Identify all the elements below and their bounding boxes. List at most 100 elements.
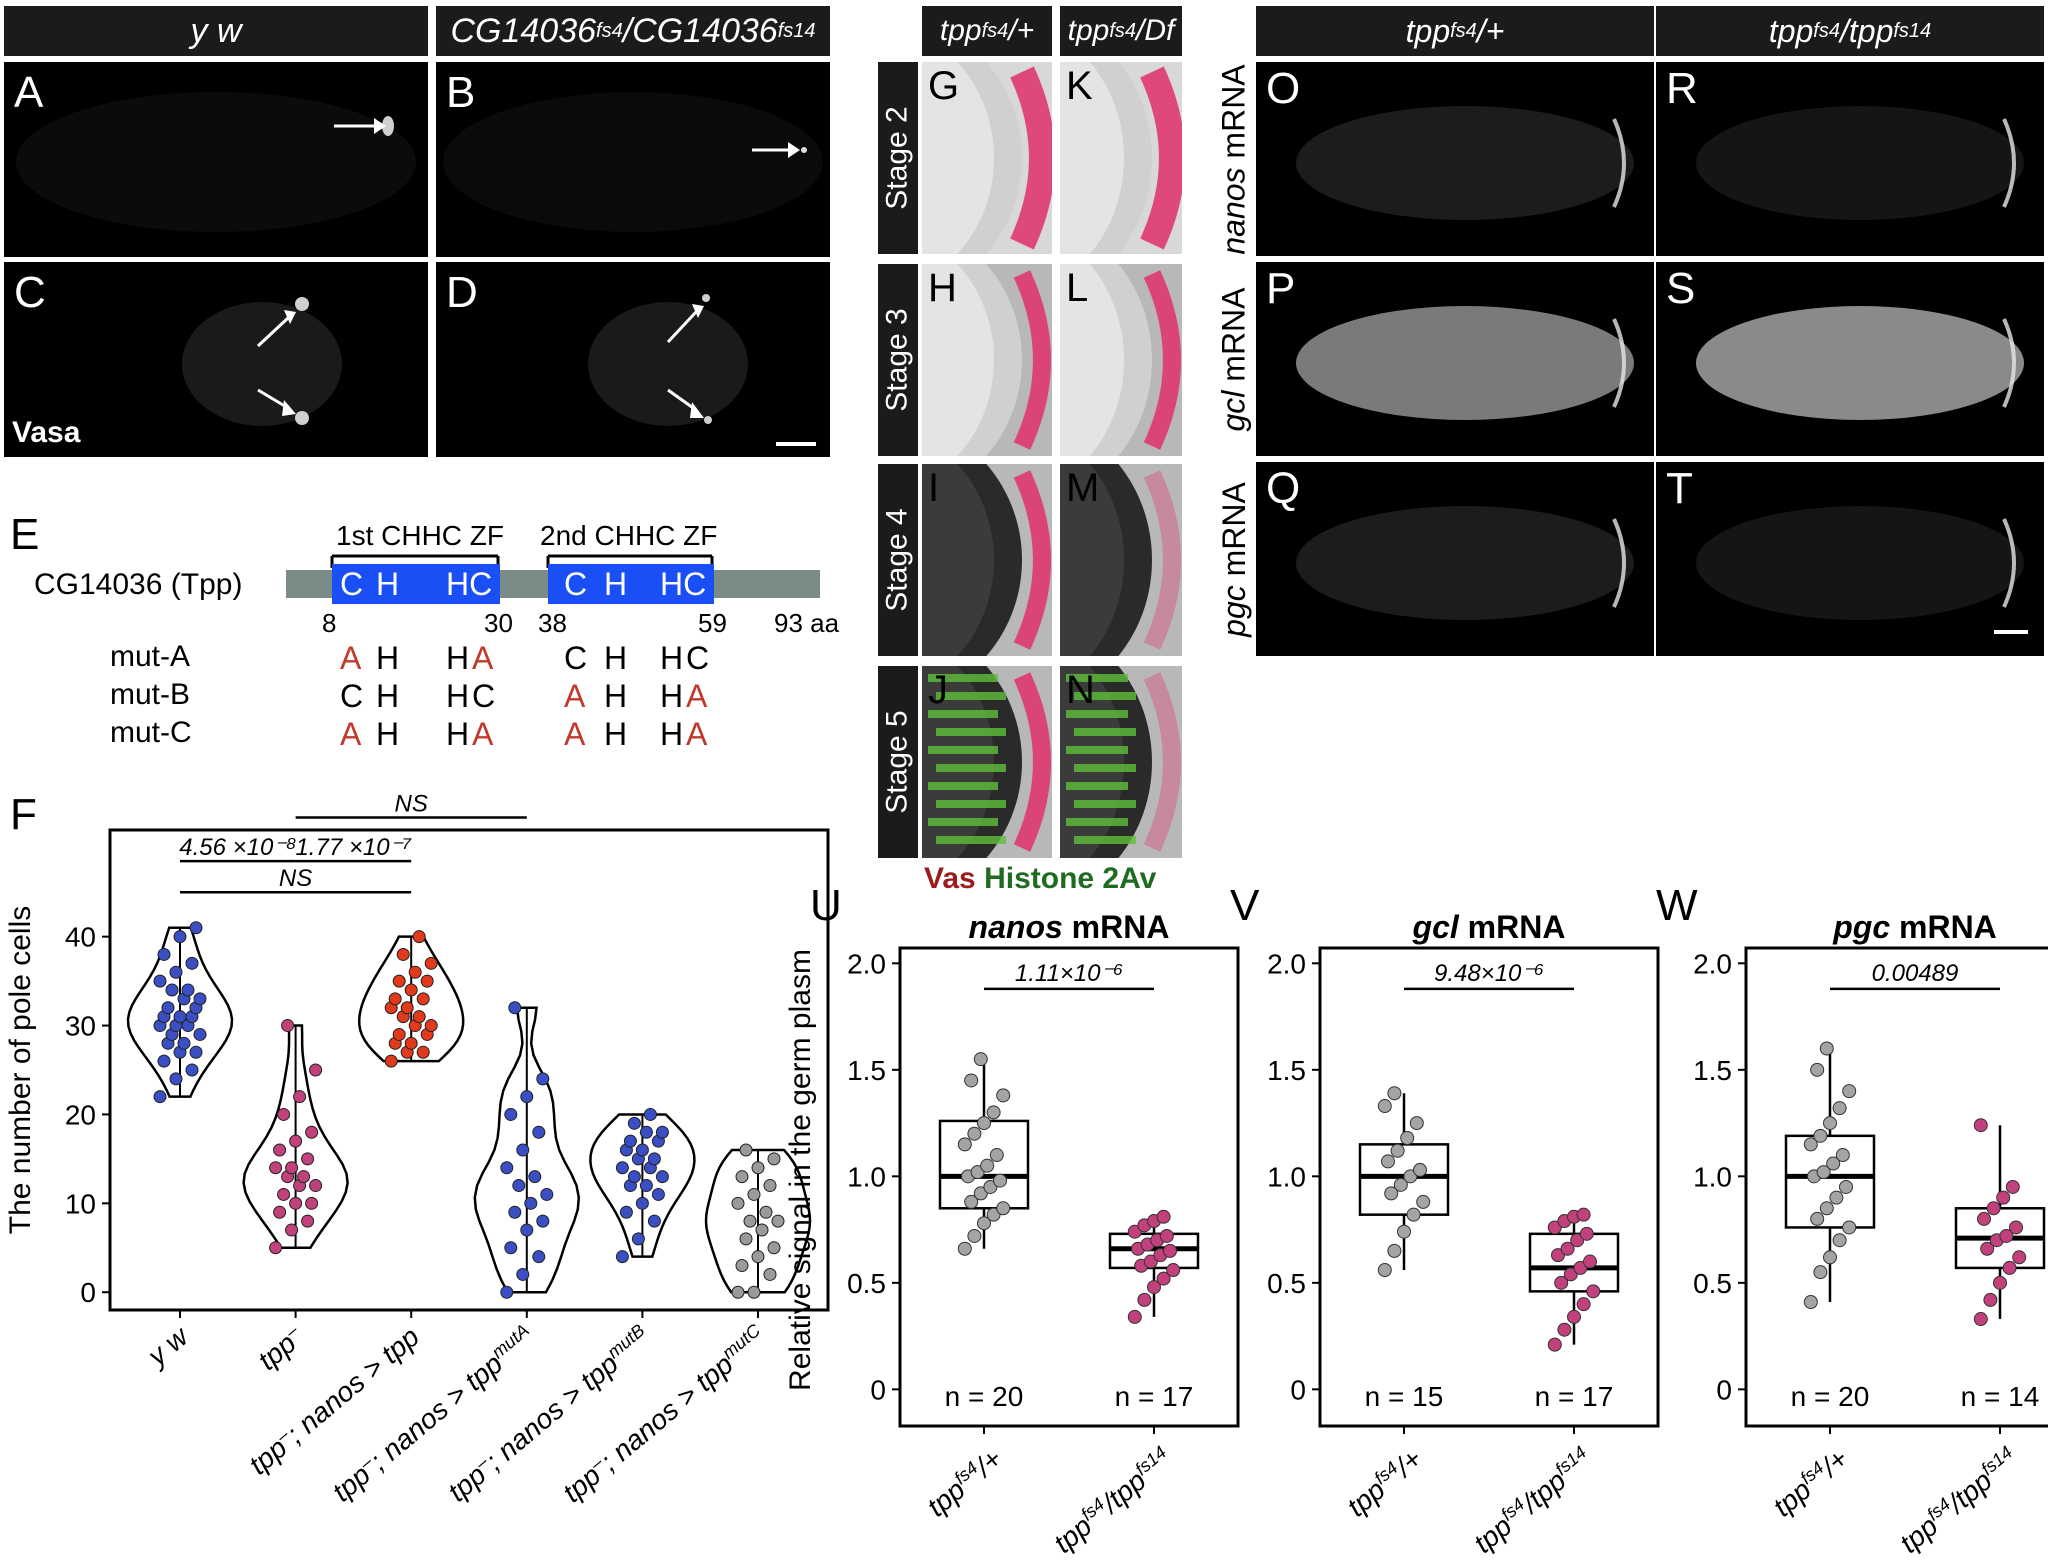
mutant-residue: A	[686, 716, 708, 752]
header-tpp-fs4-fs14: tpp fs4/tpp fs14	[1656, 6, 2044, 56]
embryo	[1296, 506, 1634, 620]
box-point	[1166, 1263, 1181, 1278]
box-point	[1996, 1190, 2011, 1205]
violin-point	[532, 1250, 546, 1264]
violin-chart: 0 10 20 30 40 The number of pole cells y w tpp–…	[4, 791, 830, 1508]
violin-point	[193, 1027, 207, 1041]
box-point	[1829, 1190, 1844, 1205]
violin-point	[416, 1045, 430, 1059]
box-point	[1576, 1297, 1591, 1312]
box-title-suffix: mRNA	[1063, 909, 1170, 945]
y-tick-label: 0	[1290, 1374, 1306, 1405]
violin-point	[767, 1241, 781, 1255]
box-point	[1143, 1254, 1158, 1269]
pos-8: 8	[322, 608, 337, 638]
box-point	[1397, 1224, 1411, 1239]
n-label: n = 15	[1365, 1381, 1444, 1412]
stage-label: Stage 5	[878, 666, 918, 858]
germ-plasm	[1010, 66, 1052, 250]
hdr-ot-l-sup: fs4	[1450, 19, 1477, 42]
violin-point	[512, 1179, 526, 1193]
d1-h: H	[376, 566, 400, 602]
histone-stripe	[1074, 836, 1136, 844]
violin-point	[169, 1072, 183, 1086]
zf2-label: 2nd CHHC ZF	[540, 520, 718, 551]
box-frame	[1318, 946, 1660, 1428]
mutant-residue: H	[604, 678, 628, 714]
germ-plasm	[1013, 270, 1051, 450]
mrna-suffix: mRNA	[1215, 481, 1252, 585]
box-point	[1803, 1137, 1818, 1152]
stage-panel-label: J	[928, 668, 948, 712]
box-point	[1563, 1267, 1578, 1282]
mrna-panel-image	[1296, 306, 1634, 420]
mrna-panel-image	[1296, 106, 1634, 220]
n-label: n = 20	[1791, 1381, 1870, 1412]
mutant-residue: H	[446, 640, 470, 676]
mrna-panel-label: R	[1666, 64, 1698, 113]
panel-letter: W	[1656, 881, 1698, 930]
violin-point	[763, 1267, 777, 1281]
y-tick-label: 1.5	[847, 1055, 886, 1086]
violin-point	[504, 1107, 518, 1121]
scale-bar-AD	[776, 442, 816, 446]
box-point	[1999, 1228, 2014, 1243]
violin-point	[520, 1223, 534, 1237]
box-point	[1403, 1169, 1418, 1184]
box-frame	[898, 946, 1240, 1428]
violin-point	[631, 1232, 645, 1246]
box-point	[1137, 1292, 1152, 1307]
box-point	[1803, 1295, 1818, 1310]
mrna-row-label-text: gcl mRNA	[1216, 287, 1253, 431]
box-point	[993, 1173, 1007, 1188]
mutant-name: mut-B	[110, 678, 191, 711]
x-tick-label: tpp–; nanos > tppmutA	[326, 1320, 541, 1508]
germ-plasm-signal	[2002, 118, 2016, 208]
d1-c: C	[340, 566, 364, 602]
violin-outline	[704, 1148, 812, 1294]
violin-point	[655, 1125, 669, 1139]
x-tick-label: tpp–; nanos > tppmutB	[441, 1320, 656, 1508]
mutant-residue: A	[686, 678, 708, 714]
stage-panel: G	[922, 62, 1052, 254]
pvalue-label: 1.11×10⁻⁶	[1015, 960, 1123, 987]
hdr-gn-r-main: tpp	[1067, 14, 1110, 47]
comparison-label: 1.77 ×10⁻⁷	[295, 834, 412, 861]
violin-point	[635, 1143, 649, 1157]
n-label: n = 20	[945, 1381, 1024, 1412]
x-tick-label: tppfs4/+	[1767, 1442, 1854, 1522]
violin-point	[739, 1143, 753, 1157]
embryo	[1696, 106, 2024, 220]
box-frame	[1744, 946, 2048, 1428]
pos-59: 59	[698, 608, 727, 638]
box-point	[1819, 1041, 1834, 1056]
violin-point	[532, 1125, 546, 1139]
x-tick-label: tppfs4/+	[921, 1442, 1008, 1522]
mrna-panel-image	[1696, 506, 2028, 634]
mutant-residue: A	[564, 678, 586, 714]
germ-plasm	[1140, 66, 1182, 250]
box-point	[1823, 1250, 1837, 1265]
violin-point	[173, 1010, 187, 1024]
stage-panel-image	[1060, 666, 1182, 858]
violin-point	[771, 1214, 785, 1228]
violin-point	[297, 1170, 311, 1184]
violin-point	[193, 992, 207, 1006]
violin-point	[731, 1196, 745, 1210]
box-point	[1547, 1220, 1562, 1235]
header-cg-sup1: fs4	[596, 19, 623, 42]
germ-plasm-signal	[1612, 318, 1626, 408]
box-point	[1570, 1233, 1585, 1248]
mutant-residue: A	[340, 716, 362, 752]
violin-point	[309, 1063, 323, 1077]
box-point	[1156, 1271, 1171, 1286]
mrna-panel-image	[1296, 506, 1634, 620]
header-tpp-fs4-plus-OT: tpp fs4/+	[1256, 6, 1654, 56]
violin-point	[751, 1161, 765, 1175]
histone-stripe	[936, 728, 1006, 736]
violin-point	[412, 1010, 426, 1024]
box-point	[2012, 1250, 2027, 1265]
panel-C: C Vasa	[4, 262, 428, 457]
x-label-sup2: mutB	[604, 1320, 649, 1362]
box-point	[1573, 1260, 1588, 1275]
